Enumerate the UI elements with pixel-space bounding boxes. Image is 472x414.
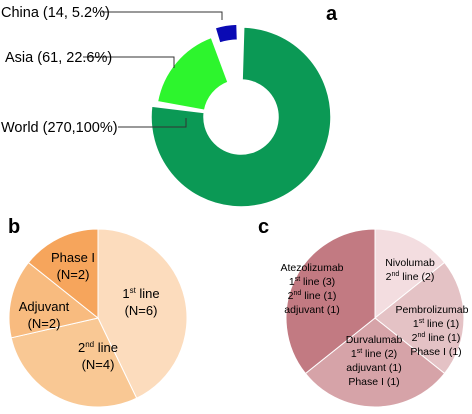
pie-c-name-nivolumab: Nivolumab xyxy=(385,257,435,269)
callout-line-asia xyxy=(83,56,175,68)
pie-c-line-durvalumab-3: Phase I (1) xyxy=(348,376,399,388)
pie-b-n-phase-i: (N=2) xyxy=(57,267,90,282)
pie-b-n-1st-line: (N=6) xyxy=(125,303,158,318)
donut-slice-world xyxy=(150,26,332,208)
pie-c-line-pembrolizumab-3: Phase I (1) xyxy=(410,346,461,358)
pie-b-label-phase-i: Phase I xyxy=(51,250,95,265)
pie-c-line-pembrolizumab-2: 2nd line (1) xyxy=(412,332,461,344)
panel-letter-a: a xyxy=(326,3,338,25)
pie-c-line-atezolizumab-2: 2nd line (1) xyxy=(288,290,337,302)
pie-c-line-durvalumab-2: adjuvant (1) xyxy=(346,362,401,374)
pie-b-slices xyxy=(8,228,188,408)
pie-chart-b: 1st line (N=6) 2nd line (N=4) Adjuvant (… xyxy=(8,228,188,408)
pie-c-slice-atezolizumab xyxy=(285,228,376,375)
callout-china: China (14, 5.2%) xyxy=(1,5,110,21)
callout-line-world xyxy=(118,118,187,128)
donut-slice-asia xyxy=(156,36,230,112)
pie-b-label-1st-line: 1st line xyxy=(122,286,159,301)
pie-c-slice-durvalumab xyxy=(304,317,446,408)
pie-b-n-adjuvant: (N=2) xyxy=(28,316,61,331)
pie-b-slice-2nd-line xyxy=(10,317,138,408)
pie-c-line-nivolumab-1: 2nd line (2) xyxy=(386,271,435,283)
pie-c-name-pembrolizumab: Pembrolizumab xyxy=(396,304,469,316)
pie-c-line-pembrolizumab-1: 1st line (1) xyxy=(413,318,459,330)
pie-b-n-2nd-line: (N=4) xyxy=(82,357,115,372)
pie-c-name-durvalumab: Durvalumab xyxy=(346,334,403,346)
pie-c-line-atezolizumab-3: adjuvant (1) xyxy=(284,304,339,316)
pie-b-slice-adjuvant xyxy=(8,261,100,339)
panel-letter-b: b xyxy=(8,216,20,238)
pie-b-label-adjuvant: Adjuvant xyxy=(19,299,70,314)
callout-world: World (270,100%) xyxy=(1,120,118,136)
pie-c-slice-pembrolizumab xyxy=(374,261,465,375)
pie-b-slice-phase-i xyxy=(27,228,99,320)
pie-c-name-atezolizumab: Atezolizumab xyxy=(280,262,343,274)
pie-b-label-2nd-line: 2nd line xyxy=(78,340,118,355)
pie-c-line-atezolizumab-1: 1st line (3) xyxy=(289,276,335,288)
pie-c-line-durvalumab-1: 1st line (2) xyxy=(351,348,397,360)
pie-b-slice-1st-line xyxy=(97,228,188,399)
pie-chart-c: Nivolumab 2nd line (2) Pembrolizumab 1st… xyxy=(280,228,469,408)
panel-letter-c: c xyxy=(258,216,269,238)
donut-slice-china xyxy=(214,23,239,45)
callout-line-china xyxy=(102,11,223,20)
pie-c-slice-nivolumab xyxy=(374,228,446,320)
callout-asia: Asia (61, 22.6%) xyxy=(5,50,112,66)
pie-c-slices xyxy=(285,228,465,408)
donut-chart-a: China (14, 5.2%) Asia (61, 22.6%) World … xyxy=(1,5,332,208)
